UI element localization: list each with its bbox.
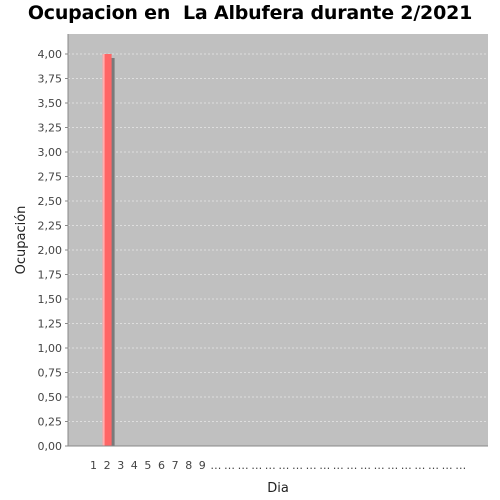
plot-area (68, 34, 488, 446)
y-tick-labels: 0,00 0,25 0,50 0,75 1,00 1,25 1,50 1,75 2,00 2,25… (38, 48, 68, 453)
x-tick-label: … (414, 459, 425, 472)
x-tick-label: … (455, 459, 466, 472)
x-axis-label: Dia (267, 481, 289, 496)
x-tick-label: … (224, 459, 235, 472)
x-tick-label: 4 (131, 459, 138, 472)
x-tick-label: … (306, 459, 317, 472)
y-tick-label: 3,00 (38, 146, 63, 159)
x-tick-label: … (428, 459, 439, 472)
y-tick-label: 2,00 (38, 244, 63, 257)
x-tick-label: … (346, 459, 357, 472)
x-tick-label: 5 (144, 459, 151, 472)
x-tick-label: 3 (117, 459, 124, 472)
x-tick-label: 2 (104, 459, 111, 472)
x-tick-label: 8 (185, 459, 192, 472)
x-tick-label: … (278, 459, 289, 472)
y-axis-label: Ocupación (14, 206, 29, 275)
x-tick-label: 9 (199, 459, 206, 472)
y-tick-label: 0,00 (38, 440, 63, 453)
bar-highlight (102, 54, 105, 446)
x-tick-label: 6 (158, 459, 165, 472)
chart-title: Ocupacion en La Albufera durante 2/2021 (27, 2, 473, 24)
y-tick-label: 2,25 (38, 220, 63, 233)
bar (102, 54, 112, 446)
y-tick-label: 2,75 (38, 171, 63, 184)
x-tick-labels: 1 2 3 4 5 6 7 8 9………………………………………………… (90, 459, 466, 472)
y-tick-label: 2,50 (38, 195, 63, 208)
x-tick-label: … (238, 459, 249, 472)
y-tick-label: 1,25 (38, 318, 63, 331)
x-tick-label: … (387, 459, 398, 472)
x-tick-label: … (210, 459, 221, 472)
x-tick-label: 1 (90, 459, 97, 472)
y-tick-label: 4,00 (38, 48, 63, 61)
grid-lines (68, 53, 488, 422)
y-tick-label: 1,75 (38, 269, 63, 282)
y-tick-label: 1,50 (38, 293, 63, 306)
x-tick-label: … (265, 459, 276, 472)
x-tick-label: … (251, 459, 262, 472)
x-tick-label: … (442, 459, 453, 472)
y-tick-label: 0,75 (38, 367, 63, 380)
y-tick-label: 1,00 (38, 342, 63, 355)
x-tick-label: … (360, 459, 371, 472)
y-tick-label: 0,25 (38, 416, 63, 429)
y-tick-label: 0,50 (38, 391, 63, 404)
x-tick-label: … (374, 459, 385, 472)
y-tick-label: 3,50 (38, 97, 63, 110)
x-tick-label: … (401, 459, 412, 472)
x-tick-label: … (292, 459, 303, 472)
x-tick-label: … (333, 459, 344, 472)
x-tick-label: 7 (172, 459, 179, 472)
y-tick-label: 3,25 (38, 122, 63, 135)
x-tick-label: … (319, 459, 330, 472)
bars (102, 54, 115, 446)
y-tick-label: 3,75 (38, 73, 63, 86)
